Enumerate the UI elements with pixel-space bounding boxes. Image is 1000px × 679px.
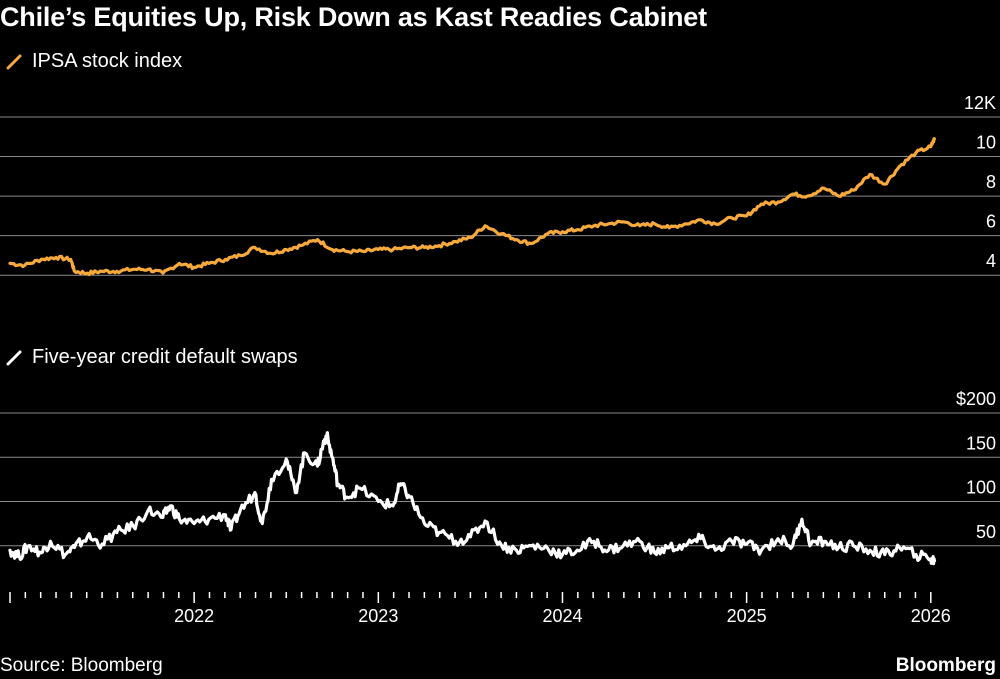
- x-tick-label: 2026: [911, 606, 951, 626]
- x-tick-label: 2022: [174, 606, 214, 626]
- x-axis: 2022 2023 2024 2025 2026: [9, 592, 951, 626]
- y-tick-label: 8: [986, 172, 996, 192]
- chart-title: Chile’s Equities Up, Risk Down as Kast R…: [0, 2, 707, 32]
- line-swatch-icon: [6, 350, 22, 365]
- y-tick-label: 6: [986, 212, 996, 232]
- legend-cds-label: Five-year credit default swaps: [32, 346, 298, 368]
- x-tick-label: 2024: [542, 606, 582, 626]
- line-swatch-icon: [6, 54, 22, 69]
- brand-logo: Bloomberg: [895, 655, 996, 676]
- series-line-cds: [8, 431, 937, 566]
- series-line-ipsa: [8, 137, 937, 277]
- legend-cds: Five-year credit default swaps: [6, 346, 298, 369]
- y-tick-label: 10: [976, 133, 996, 153]
- y-tick-label: $200: [956, 389, 996, 409]
- x-tick-label: 2025: [727, 606, 767, 626]
- legend-ipsa: IPSA stock index: [6, 50, 182, 73]
- y-tick-label: 12K: [964, 93, 996, 113]
- source-note: Source: Bloomberg: [0, 655, 163, 676]
- y-tick-label: 4: [986, 251, 996, 271]
- cds-panel: 50 100 150 $200: [0, 389, 1000, 566]
- y-tick-label: 100: [966, 478, 996, 498]
- ipsa-panel: 4 6 8 10 12K: [0, 93, 1000, 277]
- y-tick-label: 50: [976, 522, 996, 542]
- x-tick-label: 2023: [358, 606, 398, 626]
- legend-ipsa-label: IPSA stock index: [32, 50, 183, 72]
- y-tick-label: 150: [966, 433, 996, 453]
